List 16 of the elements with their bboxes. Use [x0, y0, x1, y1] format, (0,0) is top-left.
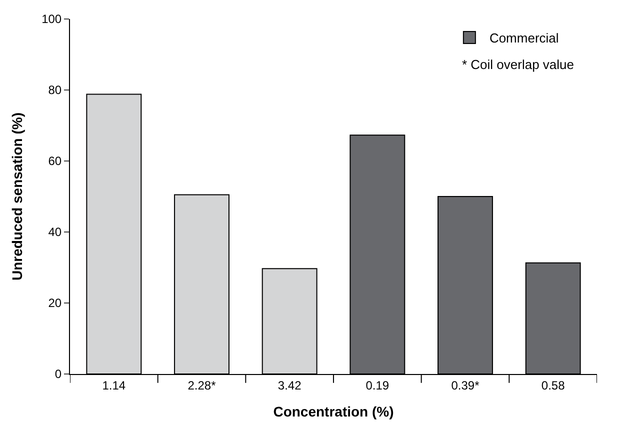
y-tick-label: 20: [48, 296, 62, 310]
y-tick-label: 60: [48, 154, 62, 168]
y-axis-title: Unreduced sensation (%): [9, 112, 26, 281]
x-tick-label: 3.42: [278, 378, 302, 392]
x-tick-label: 0.19: [366, 378, 390, 392]
x-tick-label: 1.14: [102, 378, 126, 392]
legend-label: Commercial: [489, 30, 559, 46]
y-tick-label: 100: [42, 12, 62, 26]
x-axis-title: Concentration (%): [273, 404, 394, 420]
y-tick-label: 80: [48, 83, 62, 98]
x-tick-label: 0.39*: [451, 378, 480, 392]
x-tick-label: 2.28*: [188, 378, 216, 392]
y-tick-label: 40: [48, 225, 62, 240]
x-tick-label: 0.58: [541, 378, 566, 392]
annotation: * Coil overlap value: [462, 57, 574, 72]
y-tick-label: 0: [54, 367, 62, 382]
